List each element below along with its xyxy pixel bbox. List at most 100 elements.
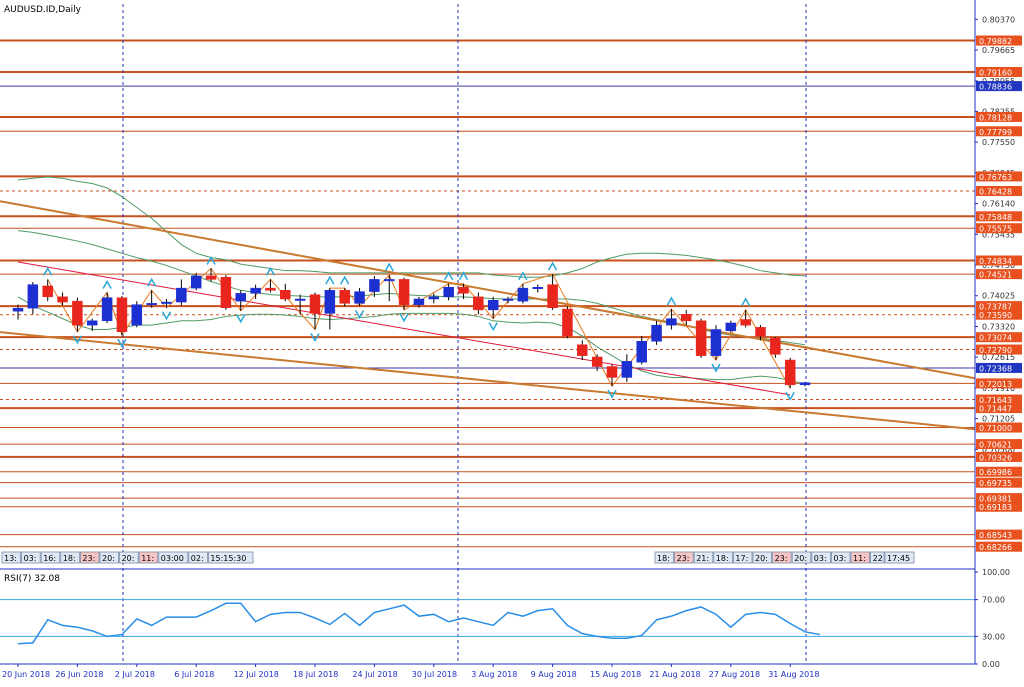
candle-body bbox=[146, 303, 157, 306]
candle bbox=[651, 320, 662, 345]
fractal-arrows-layer bbox=[43, 255, 795, 401]
session-tag-text: 02: bbox=[191, 554, 204, 563]
session-tag-box bbox=[207, 551, 254, 564]
candle-body bbox=[116, 297, 128, 332]
candle bbox=[710, 325, 722, 361]
candle-body bbox=[606, 366, 618, 378]
x-tick-label: 15 Aug 2018 bbox=[590, 670, 641, 679]
candle bbox=[294, 294, 306, 315]
price-level-tag-text: 0.76428 bbox=[979, 188, 1012, 197]
candle-body bbox=[161, 301, 172, 304]
candle-body bbox=[72, 300, 83, 326]
price-level-tag bbox=[976, 451, 1022, 462]
candle bbox=[27, 282, 39, 315]
y-tick-label: 0.77550 bbox=[982, 138, 1015, 147]
candle bbox=[725, 320, 737, 333]
candle bbox=[190, 272, 202, 291]
price-level-tag-text: 0.73074 bbox=[979, 334, 1012, 343]
price-level-tag bbox=[976, 541, 1022, 552]
session-tag-box bbox=[772, 551, 792, 564]
price-level-tag bbox=[976, 466, 1022, 477]
price-level-tag bbox=[976, 422, 1022, 433]
rsi-label: RSI(7) 32.08 bbox=[4, 574, 60, 584]
x-tick-label: 12 Jul 2018 bbox=[234, 670, 279, 679]
price-level-tag bbox=[976, 501, 1022, 512]
candle-body bbox=[339, 290, 350, 304]
fractal-up-arrow bbox=[102, 279, 112, 289]
candle bbox=[681, 309, 692, 326]
bollinger-middle bbox=[17, 230, 806, 346]
candle-body bbox=[176, 287, 187, 303]
session-tag-text: 17: bbox=[735, 554, 748, 563]
fractal-up-arrow bbox=[547, 261, 558, 271]
y-tick-label: 0.76140 bbox=[982, 200, 1015, 209]
fractal-down-arrow bbox=[72, 335, 83, 345]
candle bbox=[235, 290, 246, 311]
price-level-tag-text: 0.72368 bbox=[979, 364, 1012, 373]
session-tag-box bbox=[850, 551, 871, 564]
price-level-tag-text: 0.75848 bbox=[979, 213, 1012, 222]
fractal-down-arrow bbox=[607, 389, 617, 399]
price-level-tag bbox=[976, 477, 1022, 488]
fractal-up-arrow bbox=[43, 266, 53, 276]
bollinger-upper bbox=[17, 176, 806, 278]
session-tag-text: 20: bbox=[794, 554, 807, 563]
candle bbox=[87, 318, 98, 331]
candle-body bbox=[101, 297, 113, 322]
price-level-tag-text: 0.75575 bbox=[979, 225, 1012, 234]
price-level-tag-text: 0.70621 bbox=[979, 441, 1012, 450]
candle bbox=[473, 292, 484, 315]
candle-body bbox=[725, 322, 737, 332]
candle bbox=[695, 318, 707, 358]
candle bbox=[57, 292, 68, 306]
candle bbox=[799, 381, 811, 387]
session-tag-box bbox=[188, 551, 208, 564]
candle bbox=[369, 275, 380, 297]
price-level-tag-text: 0.69381 bbox=[979, 495, 1012, 504]
price-level-tag-text: 0.76763 bbox=[979, 173, 1012, 182]
candle-body bbox=[12, 307, 24, 312]
session-tag-box bbox=[60, 551, 80, 564]
session-tag-box bbox=[831, 551, 851, 564]
candle-body bbox=[87, 320, 98, 326]
price-level-tag bbox=[976, 126, 1022, 137]
price-level-tag bbox=[976, 223, 1022, 234]
candle bbox=[770, 336, 781, 358]
price-level-tag-text: 0.71643 bbox=[979, 396, 1012, 405]
candle bbox=[205, 268, 217, 282]
price-level-tag-text: 0.72013 bbox=[979, 380, 1012, 389]
session-tag-box bbox=[21, 551, 41, 564]
fractal-down-arrow bbox=[711, 363, 721, 373]
rsi-line bbox=[17, 602, 821, 645]
candle bbox=[398, 277, 410, 310]
fractal-up-arrow bbox=[740, 297, 751, 307]
session-tag-text: 17:45 bbox=[887, 554, 910, 563]
fractal-up-arrow bbox=[666, 296, 677, 306]
fractal-up-arrow bbox=[384, 262, 394, 272]
price-level-tag-text: 0.69986 bbox=[979, 468, 1012, 477]
rsi-y-tick-label: 0.00 bbox=[982, 660, 1000, 669]
candle bbox=[413, 296, 425, 308]
session-tag-text: 16: bbox=[43, 554, 56, 563]
session-tag-text: 03:00 bbox=[161, 554, 184, 563]
candle-body bbox=[324, 290, 336, 314]
price-level-tag-text: 0.69183 bbox=[979, 503, 1012, 512]
candle-body bbox=[710, 329, 722, 356]
session-tag-box bbox=[119, 551, 139, 564]
x-tick-label: 9 Aug 2018 bbox=[531, 670, 577, 679]
candle-body bbox=[666, 318, 677, 326]
candle-body bbox=[681, 314, 692, 322]
candle-body bbox=[636, 341, 647, 363]
fractal-down-arrow bbox=[236, 314, 246, 324]
session-tag-text: 11: bbox=[141, 554, 154, 563]
price-level-tag bbox=[976, 309, 1022, 320]
price-level-tag bbox=[976, 362, 1022, 373]
candle-body bbox=[42, 285, 53, 298]
y-tick-label: 0.74025 bbox=[982, 292, 1015, 301]
price-level-tag-text: 0.71447 bbox=[979, 405, 1012, 414]
session-tag-box bbox=[1, 551, 22, 564]
price-level-tag bbox=[976, 378, 1022, 389]
rsi-y-tick-label: 30.00 bbox=[982, 632, 1005, 641]
candle-body bbox=[384, 279, 395, 282]
